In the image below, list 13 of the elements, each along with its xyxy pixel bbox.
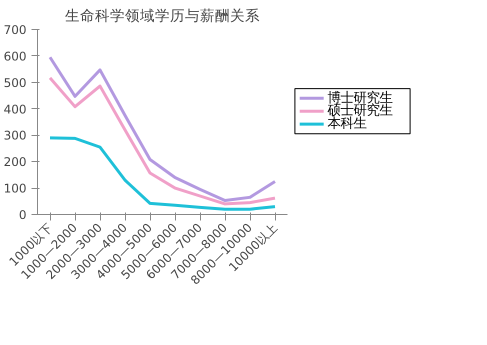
y-tick-label: 300: [4, 128, 26, 143]
line-series: [48, 76, 276, 206]
y-tick-label: 700: [4, 23, 26, 37]
y-tick-label: 500: [4, 76, 26, 90]
y-tick-label: 100: [4, 182, 26, 196]
y-tick-label: 400: [4, 102, 26, 116]
y-tick-label: 600: [4, 49, 26, 64]
line-series: [48, 136, 276, 211]
line-series: [48, 56, 276, 202]
y-tick-label: 200: [4, 155, 26, 170]
chart-title: 生命科学领域学历与薪酬关系: [65, 8, 260, 24]
y-tick-label: 0: [18, 208, 27, 222]
legend-label: 本科生: [327, 116, 366, 132]
